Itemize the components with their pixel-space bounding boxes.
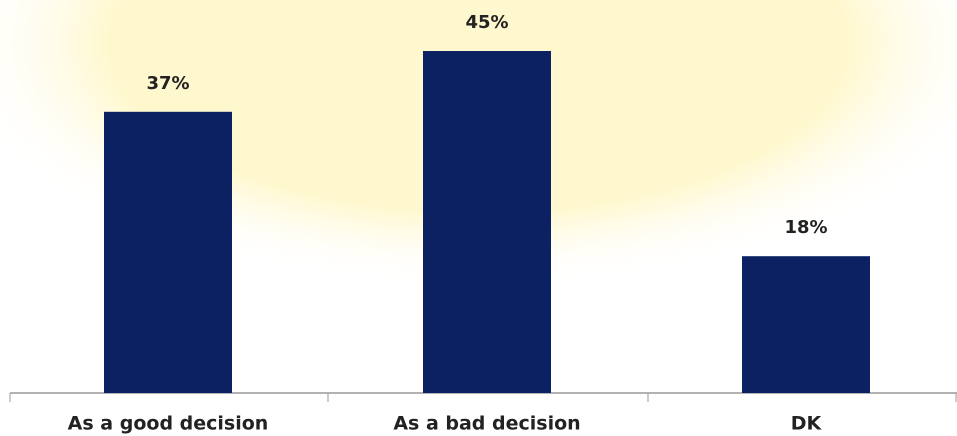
bar [423,51,551,393]
bar [742,256,870,393]
bar [104,111,232,394]
value-label: 37% [146,73,189,94]
value-label: 45% [465,12,508,33]
x-tick-label: As a bad decision [393,413,580,435]
x-tick-label: As a good decision [68,413,269,435]
x-tick-label: DK [791,413,823,435]
value-label: 18% [784,217,827,238]
